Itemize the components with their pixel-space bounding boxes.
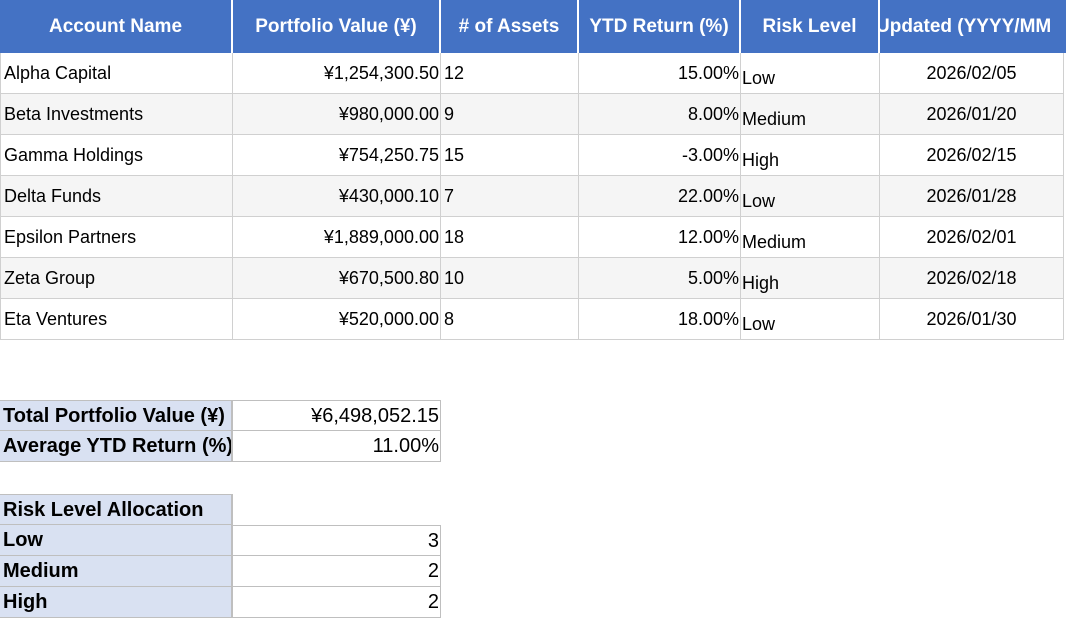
cell-portfolio-value[interactable]: ¥670,500.80 xyxy=(233,258,441,299)
cell-account-name[interactable]: Beta Investments xyxy=(0,94,233,135)
cell-num-assets[interactable]: 12 xyxy=(441,53,579,94)
cell-ytd-return[interactable]: 18.00% xyxy=(579,299,741,340)
allocation-count-low[interactable]: 3 xyxy=(233,525,441,556)
cell-ytd-return[interactable]: 22.00% xyxy=(579,176,741,217)
cell-updated[interactable]: 2026/02/05 xyxy=(880,53,1064,94)
cell-account-name[interactable]: Gamma Holdings xyxy=(0,135,233,176)
cell-risk-level[interactable]: Medium xyxy=(741,217,880,258)
column-header-updated[interactable]: Updated (YYYY/MM xyxy=(880,0,1066,53)
allocation-count-medium[interactable]: 2 xyxy=(233,556,441,587)
cell-account-name[interactable]: Zeta Group xyxy=(0,258,233,299)
cell-updated[interactable]: 2026/02/15 xyxy=(880,135,1064,176)
average-ytd-return-label: Average YTD Return (%) xyxy=(0,431,233,462)
cell-portfolio-value[interactable]: ¥980,000.00 xyxy=(233,94,441,135)
cell-ytd-return[interactable]: -3.00% xyxy=(579,135,741,176)
cell-ytd-return[interactable]: 12.00% xyxy=(579,217,741,258)
allocation-label-high: High xyxy=(0,587,233,618)
cell-risk-level[interactable]: Low xyxy=(741,176,880,217)
cell-ytd-return[interactable]: 8.00% xyxy=(579,94,741,135)
cell-portfolio-value[interactable]: ¥1,254,300.50 xyxy=(233,53,441,94)
cell-num-assets[interactable]: 15 xyxy=(441,135,579,176)
total-portfolio-value-label: Total Portfolio Value (¥) xyxy=(0,400,233,431)
cell-updated[interactable]: 2026/01/30 xyxy=(880,299,1064,340)
cell-risk-level[interactable]: High xyxy=(741,135,880,176)
cell-account-name[interactable]: Epsilon Partners xyxy=(0,217,233,258)
cell-account-name[interactable]: Eta Ventures xyxy=(0,299,233,340)
cell-risk-level[interactable]: Low xyxy=(741,53,880,94)
cell-num-assets[interactable]: 7 xyxy=(441,176,579,217)
column-header-num-assets[interactable]: # of Assets xyxy=(441,0,579,53)
cell-portfolio-value[interactable]: ¥520,000.00 xyxy=(233,299,441,340)
column-header-account-name[interactable]: Account Name xyxy=(0,0,233,53)
column-header-ytd-return[interactable]: YTD Return (%) xyxy=(579,0,741,53)
cell-updated[interactable]: 2026/01/20 xyxy=(880,94,1064,135)
risk-allocation-title: Risk Level Allocation xyxy=(0,494,233,525)
cell-num-assets[interactable]: 18 xyxy=(441,217,579,258)
cell-ytd-return[interactable]: 15.00% xyxy=(579,53,741,94)
cell-updated[interactable]: 2026/02/18 xyxy=(880,258,1064,299)
cell-portfolio-value[interactable]: ¥430,000.10 xyxy=(233,176,441,217)
allocation-label-medium: Medium xyxy=(0,556,233,587)
cell-ytd-return[interactable]: 5.00% xyxy=(579,258,741,299)
cell-num-assets[interactable]: 10 xyxy=(441,258,579,299)
cell-risk-level[interactable]: High xyxy=(741,258,880,299)
total-portfolio-value-cell[interactable]: ¥6,498,052.15 xyxy=(233,400,441,431)
cell-risk-level[interactable]: Low xyxy=(741,299,880,340)
cell-num-assets[interactable]: 9 xyxy=(441,94,579,135)
cell-updated[interactable]: 2026/02/01 xyxy=(880,217,1064,258)
cell-account-name[interactable]: Delta Funds xyxy=(0,176,233,217)
average-ytd-return-cell[interactable]: 11.00% xyxy=(233,431,441,462)
cell-portfolio-value[interactable]: ¥754,250.75 xyxy=(233,135,441,176)
cell-updated[interactable]: 2026/01/28 xyxy=(880,176,1064,217)
cell-account-name[interactable]: Alpha Capital xyxy=(0,53,233,94)
allocation-count-high[interactable]: 2 xyxy=(233,587,441,618)
cell-num-assets[interactable]: 8 xyxy=(441,299,579,340)
column-header-portfolio-value[interactable]: Portfolio Value (¥) xyxy=(233,0,441,53)
allocation-label-low: Low xyxy=(0,525,233,556)
column-header-risk-level[interactable]: Risk Level xyxy=(741,0,880,53)
cell-portfolio-value[interactable]: ¥1,889,000.00 xyxy=(233,217,441,258)
cell-risk-level[interactable]: Medium xyxy=(741,94,880,135)
